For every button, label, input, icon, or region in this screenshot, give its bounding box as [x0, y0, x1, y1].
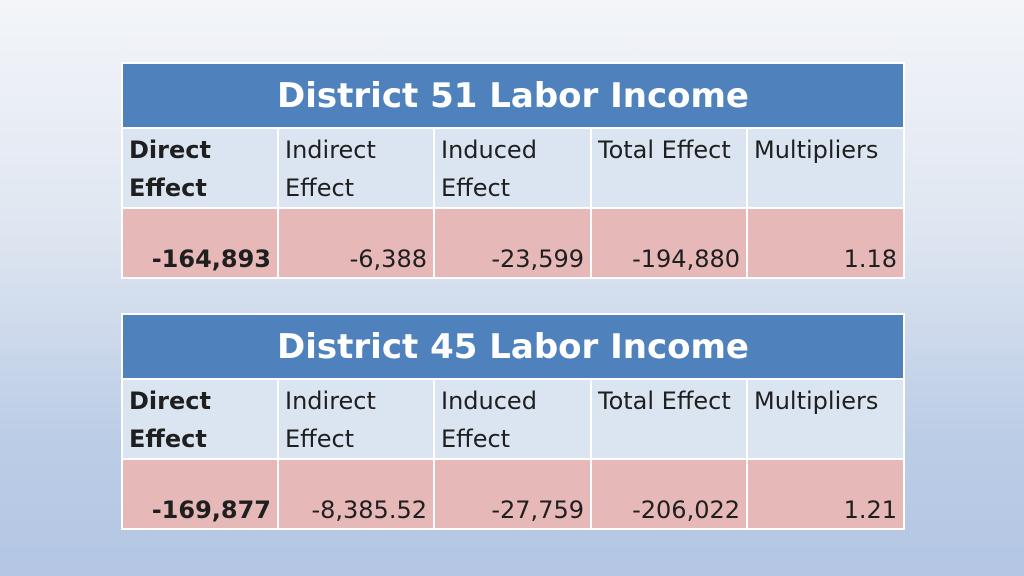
- value-induced-effect: -23,599: [433, 207, 592, 279]
- header-multipliers: Multipliers: [745, 378, 906, 460]
- header-multipliers: Multipliers: [745, 127, 906, 209]
- value-induced-effect: -27,759: [433, 458, 592, 530]
- table-value-row: -169,877 -8,385.52 -27,759 -206,022 1.21: [121, 458, 906, 530]
- value-total-effect: -206,022: [590, 458, 748, 530]
- table-header-row: Direct Effect Indirect Effect Induced Ef…: [121, 127, 906, 209]
- table-value-row: -164,893 -6,388 -23,599 -194,880 1.18: [121, 207, 906, 279]
- header-total-effect: Total Effect: [590, 378, 748, 460]
- value-multipliers: 1.21: [745, 458, 906, 530]
- district-45-table: District 45 Labor Income Direct Effect I…: [120, 313, 906, 530]
- district-51-table: District 51 Labor Income Direct Effect I…: [120, 62, 906, 279]
- table-title: District 51 Labor Income: [120, 62, 906, 129]
- table-title-row: District 45 Labor Income: [120, 313, 906, 380]
- header-indirect-effect: Indirect Effect: [277, 127, 435, 209]
- header-indirect-effect: Indirect Effect: [277, 378, 435, 460]
- header-direct-effect: Direct Effect: [121, 127, 279, 209]
- table-title: District 45 Labor Income: [120, 313, 906, 380]
- value-total-effect: -194,880: [590, 207, 748, 279]
- value-multipliers: 1.18: [745, 207, 906, 279]
- header-total-effect: Total Effect: [590, 127, 748, 209]
- value-direct-effect: -169,877: [121, 458, 279, 530]
- table-header-row: Direct Effect Indirect Effect Induced Ef…: [121, 378, 906, 460]
- header-induced-effect: Induced Effect: [433, 127, 592, 209]
- value-direct-effect: -164,893: [121, 207, 279, 279]
- table-title-row: District 51 Labor Income: [120, 62, 906, 129]
- value-indirect-effect: -8,385.52: [277, 458, 435, 530]
- header-direct-effect: Direct Effect: [121, 378, 279, 460]
- value-indirect-effect: -6,388: [277, 207, 435, 279]
- header-induced-effect: Induced Effect: [433, 378, 592, 460]
